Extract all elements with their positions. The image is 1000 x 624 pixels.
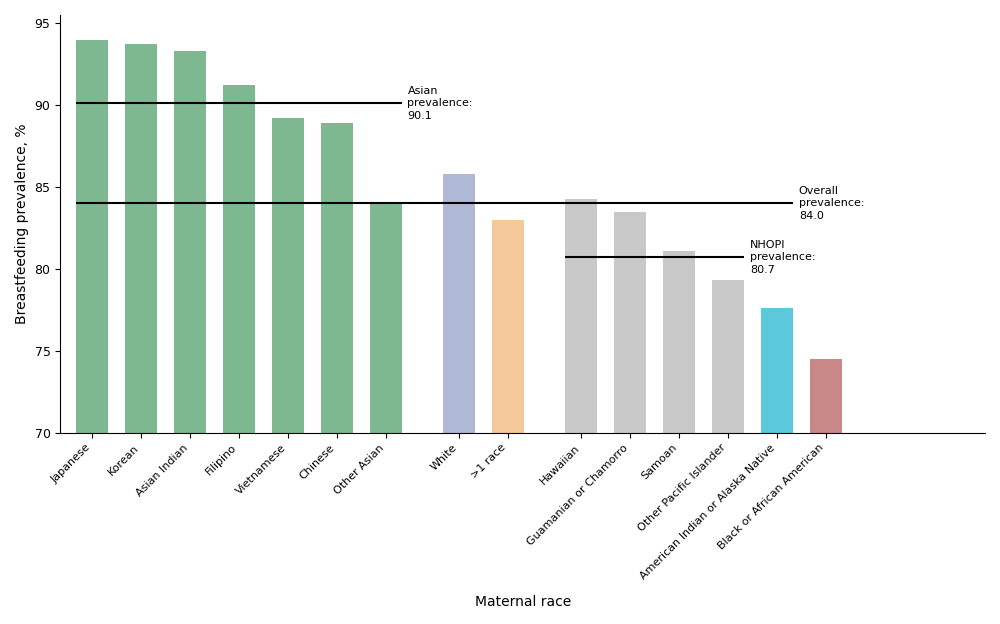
Bar: [492, 220, 524, 624]
Text: Overall
prevalence:
84.0: Overall prevalence: 84.0: [799, 186, 864, 221]
Bar: [223, 85, 255, 624]
Bar: [663, 251, 695, 624]
Bar: [810, 359, 842, 624]
Bar: [614, 212, 646, 624]
Text: Asian
prevalence:
90.1: Asian prevalence: 90.1: [407, 86, 473, 121]
Bar: [272, 118, 304, 624]
Bar: [76, 39, 108, 624]
Text: NHOPI
prevalence:
80.7: NHOPI prevalence: 80.7: [750, 240, 815, 275]
X-axis label: Maternal race: Maternal race: [475, 595, 571, 609]
Bar: [370, 202, 402, 624]
Bar: [565, 198, 597, 624]
Bar: [443, 174, 475, 624]
Bar: [174, 51, 206, 624]
Bar: [761, 308, 793, 624]
Bar: [125, 44, 157, 624]
Bar: [321, 123, 353, 624]
Bar: [712, 280, 744, 624]
Y-axis label: Breastfeeding prevalence, %: Breastfeeding prevalence, %: [15, 124, 29, 324]
